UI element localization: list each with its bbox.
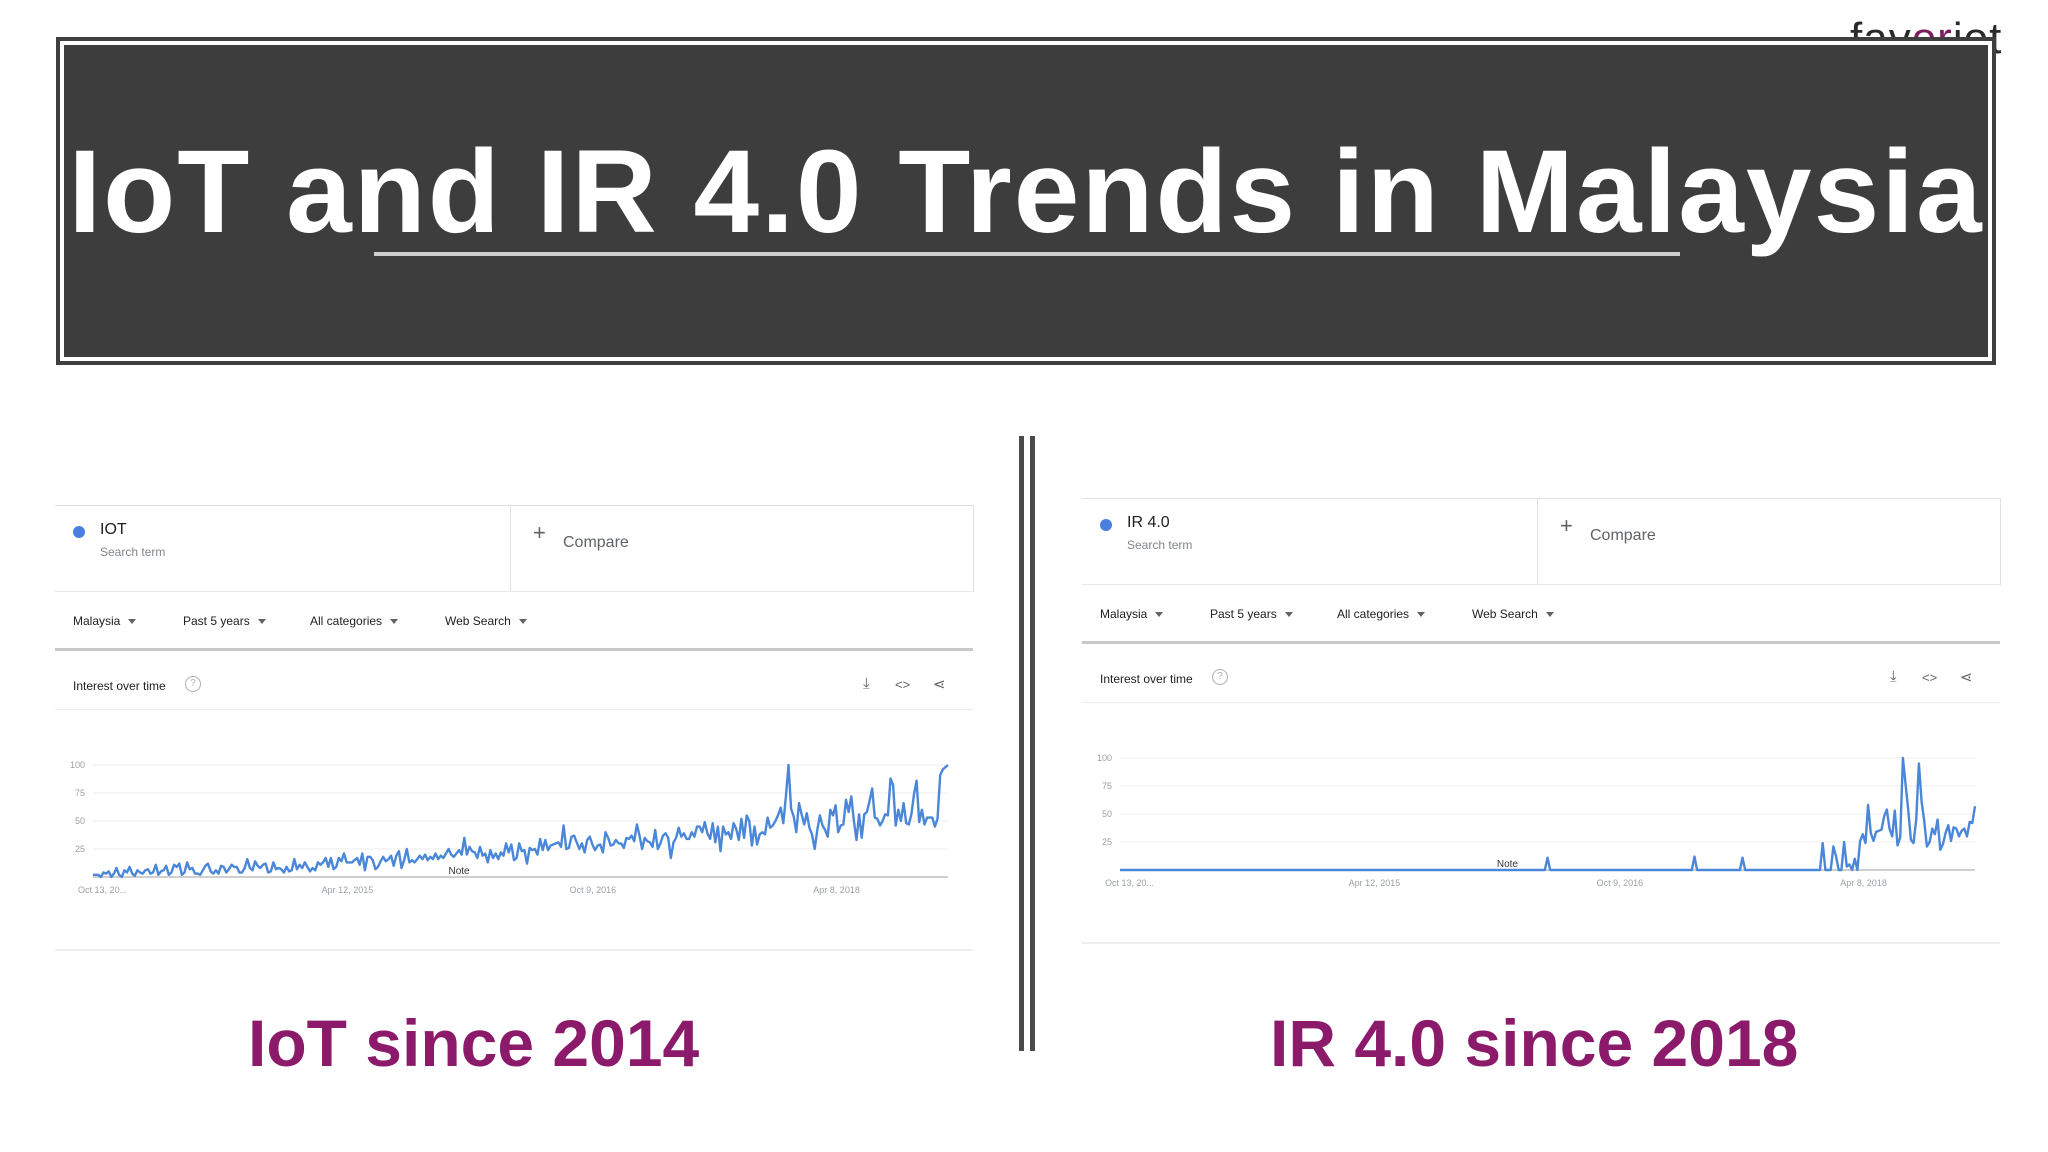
search-term-box[interactable]: IOT Search term [55, 505, 511, 592]
page-title: IoT and IR 4.0 Trends in Malaysia [68, 126, 1984, 258]
caret-down-icon [1284, 612, 1293, 618]
chart-title: Interest over time [73, 679, 166, 693]
x-tick-label: Apr 12, 2015 [1349, 878, 1401, 888]
series-line [93, 763, 949, 879]
x-tick-label: Apr 12, 2015 [322, 885, 374, 895]
chart-title: Interest over time [1100, 672, 1193, 686]
category-filter[interactable]: All categories [1337, 607, 1426, 621]
help-icon[interactable]: ? [185, 676, 201, 692]
category-filter[interactable]: All categories [310, 614, 399, 628]
caret-down-icon [257, 619, 266, 625]
y-tick-label: 100 [1097, 753, 1112, 763]
note-label: Note [448, 866, 470, 877]
y-tick-label: 50 [75, 816, 85, 826]
series-dot-icon [1100, 519, 1112, 531]
embed-icon[interactable]: <> [895, 677, 911, 692]
series-line [1120, 756, 1977, 872]
compare-label: Compare [563, 534, 629, 551]
y-tick-label: 25 [75, 844, 85, 854]
caret-down-icon [1155, 612, 1164, 618]
embed-icon[interactable]: <> [1922, 670, 1938, 685]
download-icon[interactable]: ⤓ [863, 675, 870, 692]
ir40-interest-chart: 100 75 50 25 Oct 13, 20... Apr 12, 2015 Oct 9,… [1082, 753, 2000, 944]
share-icon[interactable]: ⋖ [933, 676, 946, 693]
x-tick-label: Oct 13, 20... [78, 885, 127, 895]
time-range-filter[interactable]: Past 5 years [1210, 607, 1293, 621]
x-tick-label: Apr 8, 2018 [1840, 878, 1887, 888]
filter-bar: Malaysia Past 5 years All categories Web… [55, 591, 973, 651]
ir40-caption: IR 4.0 since 2018 [1270, 1006, 1799, 1080]
region-filter[interactable]: Malaysia [1100, 607, 1164, 621]
share-icon[interactable]: ⋖ [1960, 669, 1973, 686]
chart-header: Interest over time ? ⤓ <> ⋖ [55, 661, 973, 710]
iot-trends-panel: IOT Search term + Compare Malaysia Past … [55, 505, 975, 985]
y-tick-label: 25 [1102, 837, 1112, 847]
caret-down-icon [390, 619, 399, 625]
search-term-sublabel: Search term [100, 545, 166, 559]
y-tick-label: 75 [75, 788, 85, 798]
search-term-sublabel: Search term [1127, 538, 1193, 552]
help-icon[interactable]: ? [1212, 669, 1228, 685]
y-tick-label: 100 [70, 760, 85, 770]
y-tick-label: 75 [1102, 781, 1112, 791]
compare-button[interactable]: + Compare [511, 505, 974, 592]
caret-down-icon [128, 619, 137, 625]
search-term-box[interactable]: IR 4.0 Search term [1082, 498, 1538, 585]
x-tick-label: Oct 9, 2016 [570, 885, 617, 895]
search-term-label: IR 4.0 [1127, 514, 1170, 531]
title-underline [374, 252, 1680, 256]
caret-down-icon [518, 619, 527, 625]
x-tick-label: Oct 13, 20... [1105, 878, 1154, 888]
caret-down-icon [1417, 612, 1426, 618]
iot-interest-chart: 100 75 50 25 Oct 13, 20... Apr 12, 2015 Oct 9,… [55, 760, 973, 951]
x-tick-label: Oct 9, 2016 [1597, 878, 1644, 888]
download-icon[interactable]: ⤓ [1890, 668, 1897, 685]
search-term-label: IOT [100, 521, 127, 538]
iot-caption: IoT since 2014 [248, 1006, 700, 1080]
filter-bar: Malaysia Past 5 years All categories Web… [1082, 584, 2000, 644]
plus-icon: + [1560, 513, 1573, 538]
caret-down-icon [1545, 612, 1554, 618]
section-divider [1019, 436, 1037, 1051]
series-dot-icon [73, 526, 85, 538]
y-tick-label: 50 [1102, 809, 1112, 819]
x-tick-label: Apr 8, 2018 [813, 885, 860, 895]
compare-label: Compare [1590, 527, 1656, 544]
title-banner: IoT and IR 4.0 Trends in Malaysia [64, 45, 1988, 357]
time-range-filter[interactable]: Past 5 years [183, 614, 266, 628]
note-label: Note [1497, 859, 1519, 870]
plus-icon: + [533, 520, 546, 545]
ir40-trends-panel: IR 4.0 Search term + Compare Malaysia Pa… [1082, 498, 2002, 978]
chart-header: Interest over time ? ⤓ <> ⋖ [1082, 654, 2000, 703]
region-filter[interactable]: Malaysia [73, 614, 137, 628]
search-type-filter[interactable]: Web Search [445, 614, 527, 628]
compare-button[interactable]: + Compare [1538, 498, 2001, 585]
search-type-filter[interactable]: Web Search [1472, 607, 1554, 621]
